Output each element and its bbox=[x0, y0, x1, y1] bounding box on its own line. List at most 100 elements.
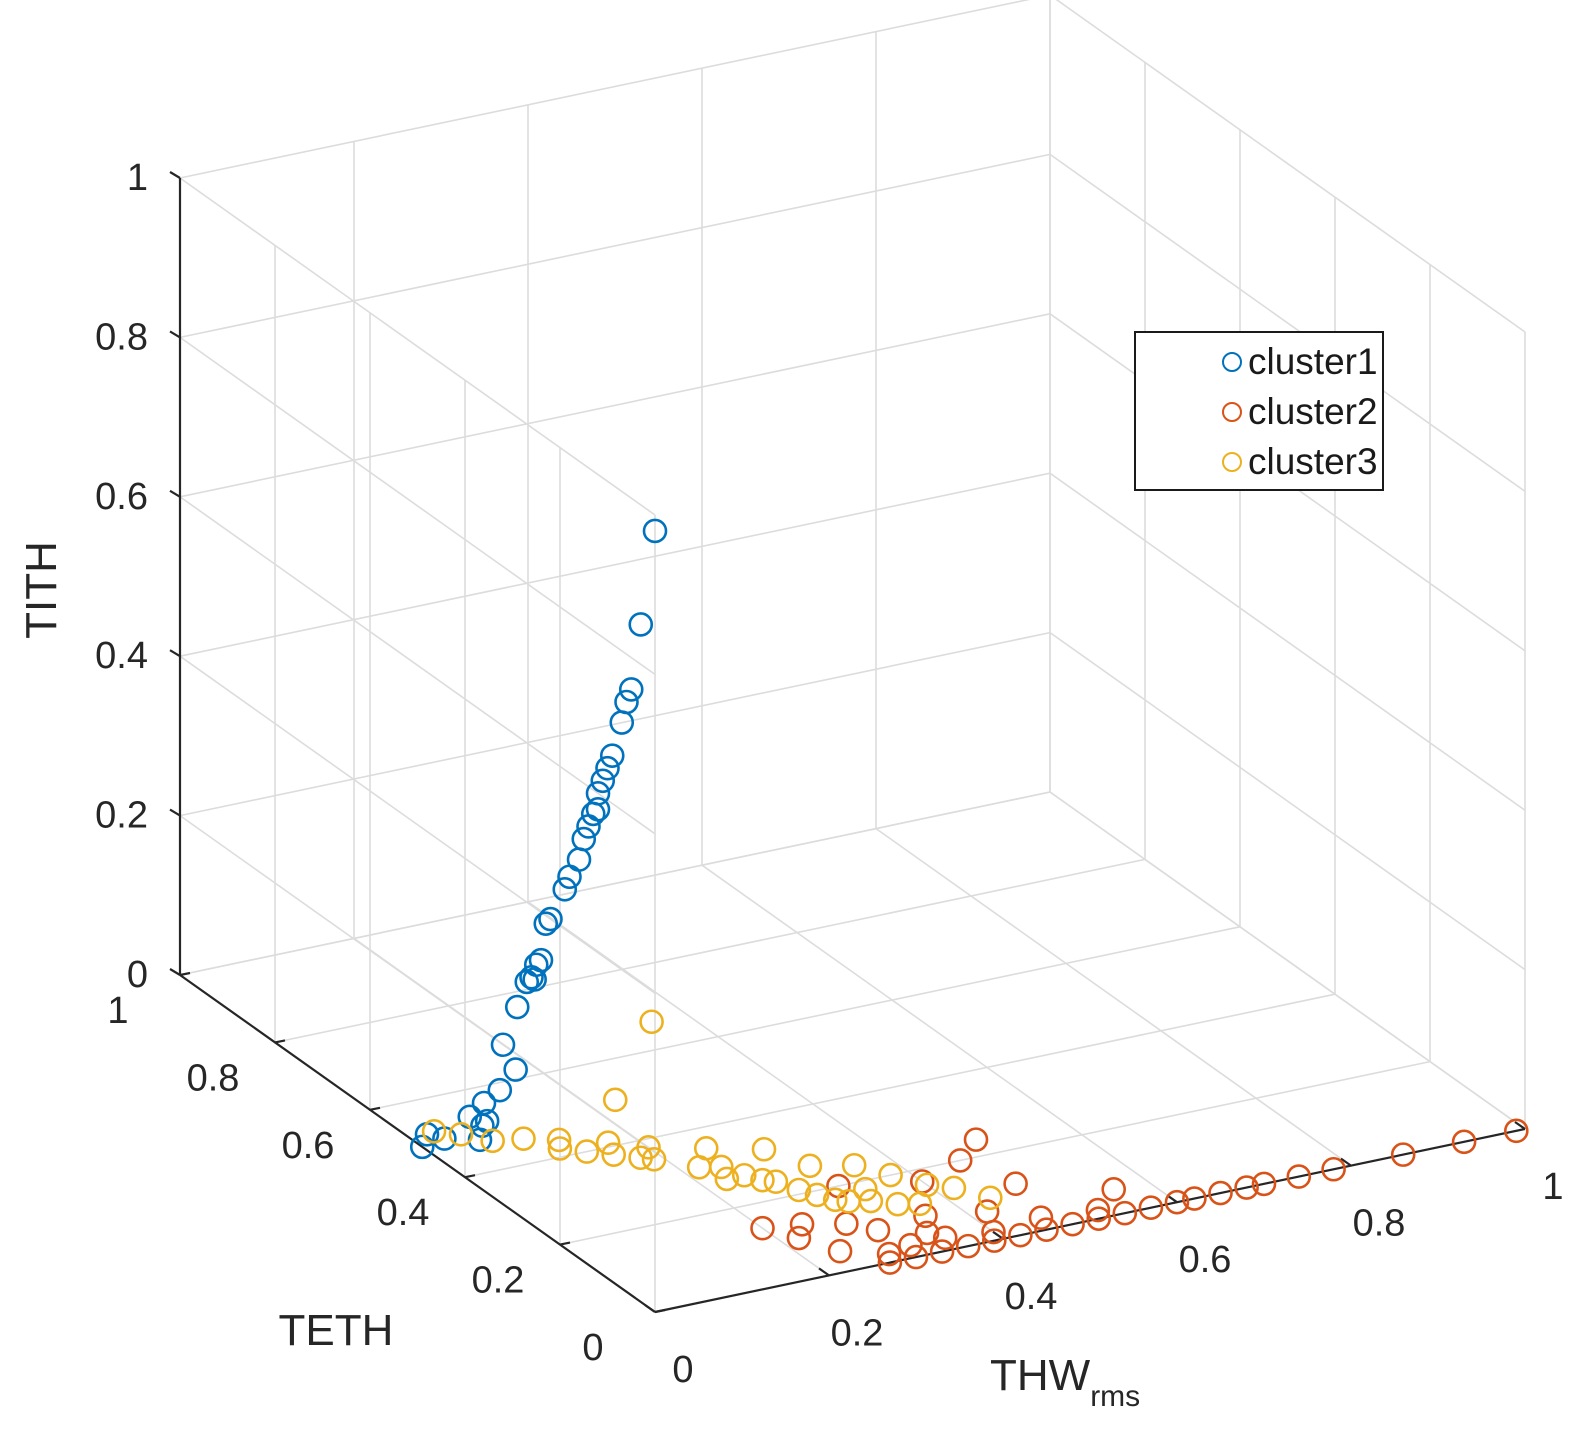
x-tick-label: 1 bbox=[1542, 1166, 1563, 1208]
data-point-cluster2 bbox=[1504, 1118, 1529, 1144]
x-tick-mark bbox=[1340, 1157, 1352, 1167]
legend-item-cluster1[interactable]: cluster1 bbox=[1136, 337, 1378, 387]
x-tick-mark bbox=[818, 1267, 830, 1277]
legend-marker-circle-icon bbox=[1222, 452, 1242, 472]
data-point-cluster2 bbox=[974, 1199, 1000, 1224]
z-tick-label: 0.4 bbox=[95, 635, 148, 677]
tick-labels: 0 0 0 0.2 0.2 0.2 0.4 0.4 0.4 0.6 0.6 0.6 0.8 0.8 0.8 1… bbox=[95, 157, 1563, 1391]
data-point-cluster3 bbox=[602, 1087, 628, 1113]
data-point-cluster2 bbox=[1138, 1195, 1164, 1220]
data-point-cluster2 bbox=[1008, 1222, 1033, 1248]
data-point-cluster3 bbox=[797, 1153, 823, 1179]
data-point-cluster2 bbox=[903, 1244, 929, 1270]
data-point-cluster3 bbox=[547, 1136, 573, 1161]
data-point-cluster2 bbox=[876, 1241, 902, 1267]
data-point-cluster2 bbox=[1034, 1217, 1059, 1242]
y-tick-mark bbox=[559, 1241, 571, 1246]
data-point-cluster2 bbox=[913, 1203, 938, 1229]
data-point-cluster3 bbox=[731, 1162, 757, 1188]
y-axis-line bbox=[179, 974, 656, 1313]
y-tick-mark bbox=[464, 1174, 476, 1179]
z-tick-label: 0.2 bbox=[95, 795, 148, 837]
data-point-cluster3 bbox=[941, 1175, 967, 1201]
gridline-right-z bbox=[1055, 0, 1526, 333]
data-point-cluster2 bbox=[865, 1217, 891, 1243]
data-point-cluster2 bbox=[1234, 1175, 1259, 1200]
y-tick-label: 0.6 bbox=[282, 1125, 335, 1167]
x-axis-label-main: THW bbox=[990, 1351, 1091, 1400]
data-point-cluster2 bbox=[1286, 1164, 1312, 1189]
data-point-cluster3 bbox=[714, 1166, 740, 1192]
data-point-cluster2 bbox=[1321, 1156, 1346, 1182]
data-point-cluster2 bbox=[1208, 1180, 1233, 1206]
gridline-floor-x bbox=[527, 901, 1004, 1240]
data-point-cluster1 bbox=[590, 768, 616, 794]
gridline-floor-x bbox=[353, 937, 830, 1277]
legend-item-cluster2[interactable]: cluster2 bbox=[1136, 387, 1378, 437]
legend: cluster1 cluster2 cluster3 bbox=[1134, 331, 1384, 491]
data-point-cluster2 bbox=[955, 1233, 981, 1259]
data-point-cluster2 bbox=[947, 1148, 973, 1173]
data-point-cluster3 bbox=[858, 1188, 884, 1214]
data-point-cluster3 bbox=[639, 1009, 664, 1035]
data-point-cluster2 bbox=[877, 1250, 903, 1275]
data-point-cluster3 bbox=[708, 1154, 734, 1180]
gridline-floor-y bbox=[559, 1060, 1431, 1246]
y-tick-mark bbox=[179, 971, 191, 977]
gridline-back-z bbox=[179, 153, 1051, 339]
grid-layer bbox=[179, 0, 1526, 1313]
x-axis-line bbox=[654, 1127, 1526, 1314]
data-point-cluster1 bbox=[504, 994, 530, 1020]
data-point-cluster1 bbox=[576, 814, 601, 839]
gridline-right-z bbox=[1049, 631, 1526, 971]
data-point-cluster2 bbox=[1003, 1171, 1028, 1197]
data-point-cluster2 bbox=[1182, 1186, 1207, 1211]
gridline-floor-y bbox=[369, 926, 1241, 1111]
data-point-cluster3 bbox=[480, 1128, 505, 1154]
data-point-cluster3 bbox=[914, 1172, 940, 1198]
data-point-cluster2 bbox=[898, 1232, 923, 1258]
data-point-cluster2 bbox=[1251, 1171, 1277, 1197]
y-tick-mark bbox=[369, 1106, 381, 1111]
z-tick-label: 0 bbox=[127, 954, 148, 996]
data-point-cluster2 bbox=[786, 1225, 812, 1251]
legend-marker-circle-icon bbox=[1222, 352, 1242, 372]
data-point-cluster1 bbox=[642, 518, 668, 544]
data-point-cluster2 bbox=[789, 1211, 815, 1237]
data-point-cluster1 bbox=[533, 911, 559, 936]
y-axis-label: TETH bbox=[279, 1306, 394, 1355]
data-point-cluster1 bbox=[609, 710, 635, 735]
data-point-cluster2 bbox=[1060, 1211, 1085, 1237]
data-point-cluster3 bbox=[804, 1182, 830, 1208]
y-tick-label: 0.4 bbox=[377, 1192, 430, 1234]
data-point-cluster2 bbox=[1086, 1206, 1111, 1231]
data-point-cluster3 bbox=[601, 1142, 627, 1167]
legend-item-cluster3[interactable]: cluster3 bbox=[1136, 437, 1378, 487]
data-point-cluster1 bbox=[538, 906, 563, 932]
data-point-cluster1 bbox=[628, 612, 654, 637]
data-point-cluster2 bbox=[827, 1238, 853, 1264]
x-tick-mark bbox=[1514, 1121, 1526, 1130]
data-point-cluster2 bbox=[981, 1228, 1007, 1253]
data-point-cluster1 bbox=[467, 1127, 493, 1153]
x-tick-label: 0.8 bbox=[1353, 1203, 1406, 1245]
gridline-back-z bbox=[179, 0, 1031, 179]
y-tick-label: 1 bbox=[107, 990, 128, 1032]
data-point-cluster3 bbox=[977, 1185, 1003, 1211]
gridline-right-z bbox=[1049, 791, 1526, 1130]
data-point-cluster3 bbox=[885, 1191, 911, 1217]
data-point-cluster1 bbox=[566, 847, 592, 872]
gridline-floor-y bbox=[464, 993, 1336, 1178]
x-tick-label: 0.2 bbox=[831, 1312, 884, 1354]
x-tick-mark bbox=[644, 1304, 656, 1313]
gridline-right-z bbox=[1049, 472, 1526, 811]
x-tick-label: 0.6 bbox=[1179, 1239, 1232, 1281]
data-point-cluster3 bbox=[421, 1118, 447, 1144]
axis-layer bbox=[169, 171, 1526, 1314]
gridline-floor-x bbox=[875, 827, 1352, 1167]
data-point-cluster1 bbox=[595, 755, 620, 781]
data-point-cluster2 bbox=[1028, 1205, 1054, 1231]
z-tick-label: 0.6 bbox=[95, 476, 148, 518]
data-point-cluster1 bbox=[557, 864, 582, 890]
gridline-side-z bbox=[179, 496, 656, 835]
